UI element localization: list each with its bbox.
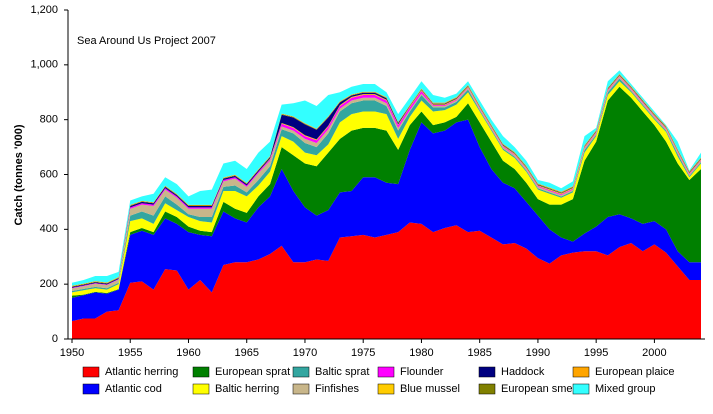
area: [72, 76, 701, 289]
legend-label: Baltic herring: [215, 383, 279, 395]
x-tick-label: 1975: [351, 347, 375, 359]
area: [72, 86, 701, 298]
y-tick-label: 0: [52, 333, 58, 345]
legend-swatch: [192, 383, 210, 395]
y-tick-label: 1,000: [30, 59, 58, 71]
legend-swatch: [292, 383, 310, 395]
legend-swatch: [82, 383, 100, 395]
legend-label: Finfishes: [315, 383, 360, 395]
y-tick-label: 400: [40, 223, 58, 235]
y-tick-label: 600: [40, 168, 58, 180]
legend-swatch: [377, 366, 395, 378]
x-tick-label: 1970: [293, 347, 317, 359]
legend-label: European plaice: [595, 366, 675, 378]
y-axis-label: Catch (tonnes '000): [13, 124, 25, 225]
legend-label: Blue mussel: [400, 383, 460, 395]
x-tick-label: 1960: [176, 347, 200, 359]
area: [72, 119, 701, 322]
annotation: Sea Around Us Project 2007: [77, 35, 216, 47]
area: [72, 77, 701, 292]
area: [72, 75, 701, 288]
area: [72, 222, 701, 339]
area: [72, 78, 701, 293]
y-tick-label: 800: [40, 114, 58, 126]
y-tick-label: 200: [40, 278, 58, 290]
legend: Atlantic herring Atlantic cod European spr…: [82, 366, 675, 395]
legend-label: Atlantic cod: [105, 383, 162, 395]
legend-swatch: [478, 383, 496, 395]
x-tick-label: 1950: [60, 347, 84, 359]
plot-area: [72, 70, 701, 339]
x-tick-label: 2000: [642, 347, 666, 359]
legend-swatch: [572, 383, 590, 395]
legend-swatch: [192, 366, 210, 378]
x-tick-label: 1955: [118, 347, 142, 359]
area: [72, 81, 701, 296]
legend-swatch: [377, 383, 395, 395]
x-tick-label: 1985: [467, 347, 491, 359]
legend-swatch: [292, 366, 310, 378]
y-tick-label: 1,200: [30, 4, 58, 16]
legend-swatch: [572, 366, 590, 378]
x-tick-label: 1995: [584, 347, 608, 359]
legend-swatch: [82, 366, 100, 378]
legend-label: Baltic sprat: [315, 366, 369, 378]
legend-label: European sprat: [215, 366, 290, 378]
legend-swatch: [478, 366, 496, 378]
x-tick-label: 1965: [234, 347, 258, 359]
legend-label: Flounder: [400, 366, 444, 378]
legend-label: Haddock: [501, 366, 545, 378]
x-tick-label: 1980: [409, 347, 433, 359]
legend-label: Atlantic herring: [105, 366, 178, 378]
legend-label: Mixed group: [595, 383, 656, 395]
legend-label: European smelt: [501, 383, 578, 395]
x-tick-label: 1990: [526, 347, 550, 359]
